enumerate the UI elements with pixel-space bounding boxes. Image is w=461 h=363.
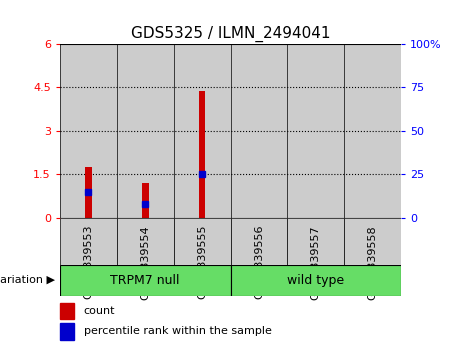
Title: GDS5325 / ILMN_2494041: GDS5325 / ILMN_2494041 bbox=[131, 26, 330, 42]
Text: wild type: wild type bbox=[287, 274, 344, 287]
Bar bbox=[174, 218, 230, 265]
Bar bbox=[60, 44, 117, 218]
Text: TRPM7 null: TRPM7 null bbox=[111, 274, 180, 287]
Text: GSM1339558: GSM1339558 bbox=[367, 225, 378, 299]
Text: GSM1339555: GSM1339555 bbox=[197, 225, 207, 299]
Bar bbox=[199, 91, 206, 218]
Text: percentile rank within the sample: percentile rank within the sample bbox=[84, 326, 272, 336]
Bar bbox=[60, 218, 117, 265]
Bar bbox=[287, 218, 344, 265]
Text: count: count bbox=[84, 306, 115, 316]
Bar bbox=[230, 44, 287, 218]
Bar bbox=[142, 183, 148, 218]
Bar bbox=[60, 302, 74, 319]
Bar bbox=[117, 44, 174, 218]
Bar bbox=[117, 218, 174, 265]
Bar bbox=[85, 167, 92, 218]
Bar bbox=[60, 323, 74, 339]
Text: GSM1339557: GSM1339557 bbox=[311, 225, 321, 299]
Bar bbox=[287, 44, 344, 218]
Text: GSM1339554: GSM1339554 bbox=[140, 225, 150, 299]
Bar bbox=[230, 265, 401, 296]
Text: GSM1339556: GSM1339556 bbox=[254, 225, 264, 299]
Text: GSM1339553: GSM1339553 bbox=[83, 225, 94, 299]
Bar bbox=[344, 218, 401, 265]
Text: genotype/variation ▶: genotype/variation ▶ bbox=[0, 276, 55, 285]
Bar bbox=[60, 265, 230, 296]
Bar bbox=[230, 218, 287, 265]
Bar bbox=[174, 44, 230, 218]
Bar bbox=[344, 44, 401, 218]
